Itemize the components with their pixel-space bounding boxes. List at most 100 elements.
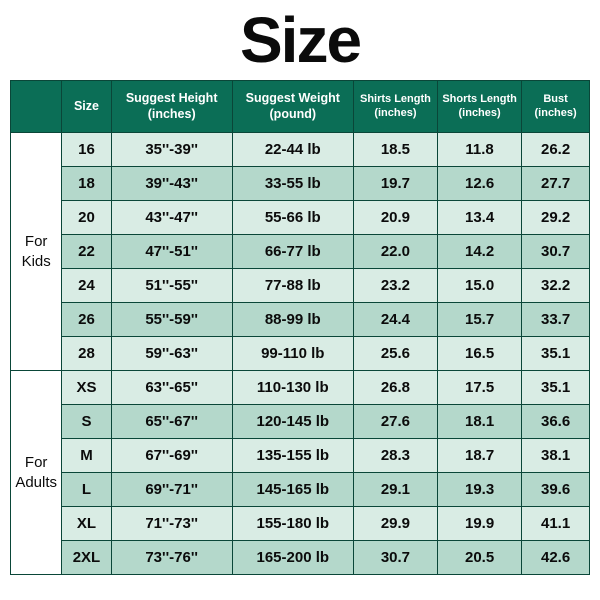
cell-shorts: 18.1 (438, 405, 522, 439)
col-header-label: Suggest Weight (246, 91, 340, 105)
cell-shirts: 25.6 (353, 337, 437, 371)
cell-size: 16 (62, 133, 111, 167)
cell-weight: 77-88 lb (232, 269, 353, 303)
cell-shorts: 12.6 (438, 167, 522, 201)
cell-weight: 66-77 lb (232, 235, 353, 269)
cell-weight: 55-66 lb (232, 201, 353, 235)
table-row: 2655''-59''88-99 lb24.415.733.7 (11, 303, 590, 337)
col-header-bust: Bust (inches) (522, 81, 590, 133)
cell-size: 2XL (62, 541, 111, 575)
cell-height: 51''-55'' (111, 269, 232, 303)
cell-bust: 35.1 (522, 371, 590, 405)
group-label-line: For (15, 453, 57, 473)
col-header-label: Bust (543, 93, 567, 105)
cell-size: S (62, 405, 111, 439)
col-header-label: Suggest Height (126, 91, 218, 105)
col-header-shorts: Shorts Length (inches) (438, 81, 522, 133)
cell-height: 59''-63'' (111, 337, 232, 371)
cell-size: M (62, 439, 111, 473)
col-header-shirts: Shirts Length (inches) (353, 81, 437, 133)
table-row: ForAdultsXS63''-65''110-130 lb26.817.535… (11, 371, 590, 405)
cell-weight: 110-130 lb (232, 371, 353, 405)
cell-bust: 38.1 (522, 439, 590, 473)
table-row: 2XL73''-76''165-200 lb30.720.542.6 (11, 541, 590, 575)
cell-shorts: 16.5 (438, 337, 522, 371)
cell-weight: 99-110 lb (232, 337, 353, 371)
cell-shorts: 20.5 (438, 541, 522, 575)
cell-shorts: 19.3 (438, 473, 522, 507)
cell-bust: 39.6 (522, 473, 590, 507)
table-body: ForKids1635''-39''22-44 lb18.511.826.218… (11, 133, 590, 575)
cell-shirts: 18.5 (353, 133, 437, 167)
table-row: 2859''-63''99-110 lb25.616.535.1 (11, 337, 590, 371)
table-row: S65''-67''120-145 lb27.618.136.6 (11, 405, 590, 439)
cell-bust: 30.7 (522, 235, 590, 269)
cell-bust: 36.6 (522, 405, 590, 439)
cell-height: 65''-67'' (111, 405, 232, 439)
cell-weight: 88-99 lb (232, 303, 353, 337)
cell-shirts: 27.6 (353, 405, 437, 439)
cell-bust: 33.7 (522, 303, 590, 337)
cell-size: 26 (62, 303, 111, 337)
size-table: Size Suggest Height (inches) Suggest Wei… (10, 80, 590, 575)
cell-size: XL (62, 507, 111, 541)
cell-shorts: 19.9 (438, 507, 522, 541)
cell-shorts: 15.7 (438, 303, 522, 337)
cell-height: 71''-73'' (111, 507, 232, 541)
cell-weight: 22-44 lb (232, 133, 353, 167)
cell-size: XS (62, 371, 111, 405)
group-label-line: For (15, 232, 57, 252)
cell-size: 28 (62, 337, 111, 371)
table-row: L69''-71''145-165 lb29.119.339.6 (11, 473, 590, 507)
col-header-sub: (inches) (524, 107, 587, 121)
cell-shorts: 15.0 (438, 269, 522, 303)
cell-height: 63''-65'' (111, 371, 232, 405)
cell-weight: 145-165 lb (232, 473, 353, 507)
cell-weight: 120-145 lb (232, 405, 353, 439)
table-row: 1839''-43''33-55 lb19.712.627.7 (11, 167, 590, 201)
cell-shirts: 22.0 (353, 235, 437, 269)
cell-bust: 27.7 (522, 167, 590, 201)
cell-shirts: 26.8 (353, 371, 437, 405)
cell-size: L (62, 473, 111, 507)
table-row: M67''-69''135-155 lb28.318.738.1 (11, 439, 590, 473)
group-label-line: Adults (15, 473, 57, 493)
group-label: ForKids (11, 133, 62, 371)
cell-bust: 41.1 (522, 507, 590, 541)
table-row: ForKids1635''-39''22-44 lb18.511.826.2 (11, 133, 590, 167)
cell-bust: 26.2 (522, 133, 590, 167)
cell-shirts: 29.1 (353, 473, 437, 507)
cell-weight: 135-155 lb (232, 439, 353, 473)
col-header-size: Size (62, 81, 111, 133)
col-header-sub: (inches) (114, 107, 230, 123)
cell-bust: 42.6 (522, 541, 590, 575)
cell-height: 69''-71'' (111, 473, 232, 507)
cell-shorts: 14.2 (438, 235, 522, 269)
cell-bust: 29.2 (522, 201, 590, 235)
col-header-weight: Suggest Weight (pound) (232, 81, 353, 133)
cell-bust: 32.2 (522, 269, 590, 303)
cell-shirts: 28.3 (353, 439, 437, 473)
col-header-label: Size (74, 99, 99, 113)
table-row: 2451''-55''77-88 lb23.215.032.2 (11, 269, 590, 303)
cell-height: 39''-43'' (111, 167, 232, 201)
cell-bust: 35.1 (522, 337, 590, 371)
cell-height: 67''-69'' (111, 439, 232, 473)
col-header-height: Suggest Height (inches) (111, 81, 232, 133)
col-header-sub: (pound) (235, 107, 351, 123)
table-row: 2043''-47''55-66 lb20.913.429.2 (11, 201, 590, 235)
cell-height: 43''-47'' (111, 201, 232, 235)
cell-size: 24 (62, 269, 111, 303)
cell-shirts: 19.7 (353, 167, 437, 201)
col-header-label: Shorts Length (442, 93, 517, 105)
cell-height: 35''-39'' (111, 133, 232, 167)
cell-shirts: 30.7 (353, 541, 437, 575)
cell-shorts: 11.8 (438, 133, 522, 167)
cell-shirts: 20.9 (353, 201, 437, 235)
table-row: 2247''-51''66-77 lb22.014.230.7 (11, 235, 590, 269)
cell-height: 73''-76'' (111, 541, 232, 575)
cell-size: 18 (62, 167, 111, 201)
cell-size: 20 (62, 201, 111, 235)
col-header-group (11, 81, 62, 133)
cell-height: 47''-51'' (111, 235, 232, 269)
